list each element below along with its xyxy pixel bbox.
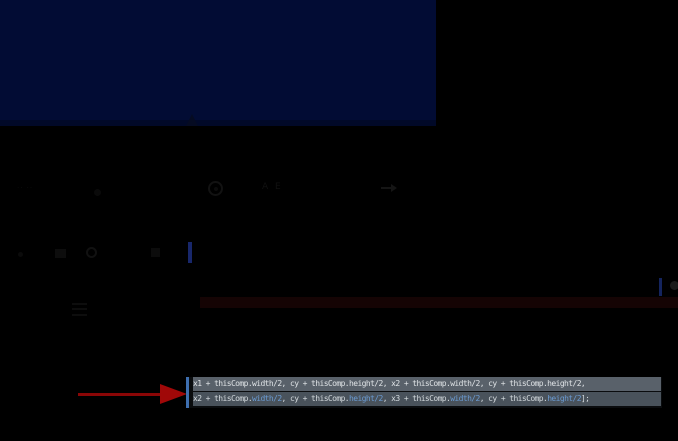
switch-box-icon[interactable] [151,248,160,257]
expression-token: ]; [580,394,590,403]
timeline-highlight-row[interactable] [200,297,678,308]
expression-token: width/2 [252,394,282,403]
gear-icon[interactable] [208,181,223,196]
expression-token: height/2 [547,394,581,403]
composition-viewer[interactable] [0,0,436,126]
annotation-arrow-shaft [78,393,164,396]
visibility-dot-icon[interactable] [18,252,23,257]
toolbar-arrow-icon[interactable] [381,184,397,192]
expression-token: , x3 + thisComp. [382,394,451,403]
annotation-arrow-icon [160,384,187,404]
viewer-bottom-edge [0,120,436,126]
expression-token: width/2 [450,394,480,403]
expression-line-1[interactable]: x1 + thisComp.width/2, cy + thisComp.hei… [193,377,661,391]
expression-cursor-gutter [186,377,192,408]
expression-token: height/2 [349,394,383,403]
property-menu-icon[interactable] [72,303,87,316]
toolbar-glyphs: A E [262,182,283,192]
playhead-marker[interactable] [188,242,192,263]
expression-token: , cy + thisComp. [479,394,548,403]
toolbar-dot-icon[interactable] [94,189,101,196]
right-dot-icon [670,281,678,290]
viewer-notch-marker [186,114,198,126]
expression-token: , cy + thisComp. [281,394,350,403]
stopwatch-icon[interactable] [86,247,97,258]
expression-line-2[interactable]: x2 + thisComp.width/2, cy + thisComp.hei… [193,392,661,406]
layer-switch-icon[interactable] [55,249,66,258]
expression-token: x2 + thisComp. [193,394,253,403]
expression-editor[interactable]: x1 + thisComp.width/2, cy + thisComp.hei… [186,377,662,408]
timecode-marks: ·· ·· [17,184,34,191]
right-playhead-marker[interactable] [659,278,662,296]
